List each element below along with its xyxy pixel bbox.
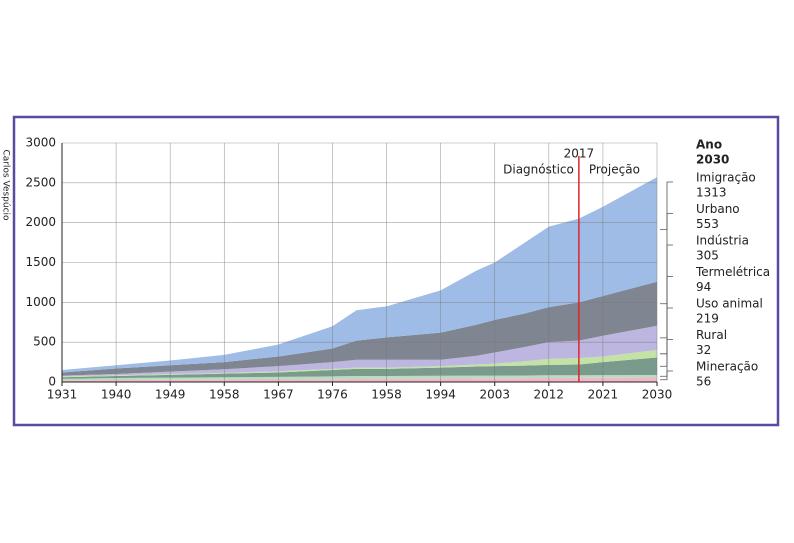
legend-label: Urbano xyxy=(696,202,740,216)
legend-label: Mineração xyxy=(696,360,758,374)
leader-line xyxy=(660,181,673,230)
leader-line xyxy=(660,276,673,355)
x-tick-label: 1967 xyxy=(263,388,294,402)
area xyxy=(62,325,657,377)
legend-year: 2030 xyxy=(696,153,729,167)
x-tick-label: 1940 xyxy=(101,388,132,402)
legend-label: Imigração xyxy=(696,171,756,185)
legend-label: Uso animal xyxy=(696,297,763,311)
x-tick-label: 1931 xyxy=(47,388,78,402)
y-tick-label: 1500 xyxy=(25,255,56,269)
legend-label: Termelétrica xyxy=(695,265,770,279)
legend-value: 94 xyxy=(696,280,711,294)
x-tick-label: 2012 xyxy=(534,388,565,402)
x-tick-label: 1994 xyxy=(425,388,456,402)
x-tick-label: 1976 xyxy=(317,388,348,402)
area xyxy=(62,177,657,373)
y-tick-label: 0 xyxy=(48,375,56,389)
area xyxy=(62,377,657,382)
x-tick-label: 2030 xyxy=(642,388,673,402)
legend-value: 553 xyxy=(696,217,719,231)
area xyxy=(62,350,657,378)
leader-line xyxy=(660,213,673,305)
divider-label: 2017 xyxy=(564,147,595,161)
legend-label: Rural xyxy=(696,328,727,342)
x-tick-label: 1949 xyxy=(155,388,186,402)
frame xyxy=(12,115,780,427)
leader-line xyxy=(660,244,673,339)
credit: Carlos Vespúcio xyxy=(1,149,11,221)
x-tick-label: 2021 xyxy=(588,388,619,402)
divider-left-text: Diagnóstico xyxy=(503,163,574,177)
legend-value: 56 xyxy=(696,375,711,389)
x-tick-label: 1958 xyxy=(209,388,240,402)
y-tick-label: 2500 xyxy=(25,175,56,189)
y-tick-label: 2000 xyxy=(25,215,56,229)
leader-line xyxy=(660,370,673,381)
y-tick-label: 1000 xyxy=(25,295,56,309)
legend-value: 1313 xyxy=(696,186,727,200)
legend-value: 305 xyxy=(696,249,719,263)
legend-label: Indústria xyxy=(696,234,749,248)
legend-value: 32 xyxy=(696,343,711,357)
area xyxy=(62,357,657,379)
x-tick-label: 1958 xyxy=(371,388,402,402)
divider-right-text: Projeção xyxy=(589,163,640,177)
area xyxy=(62,281,657,376)
legend-value: 219 xyxy=(696,312,719,326)
legend-title: Ano xyxy=(696,138,722,152)
x-tick-label: 2003 xyxy=(479,388,510,402)
area xyxy=(62,374,657,381)
y-tick-label: 3000 xyxy=(25,136,56,150)
leader-line xyxy=(660,307,673,367)
y-tick-label: 500 xyxy=(33,335,56,349)
